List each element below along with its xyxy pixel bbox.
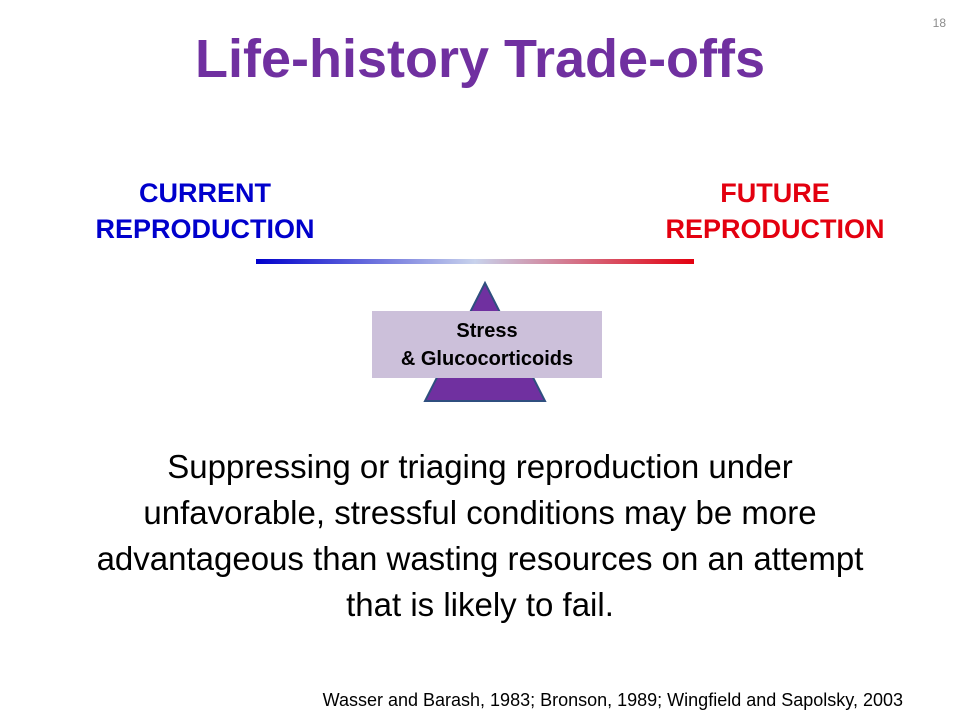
body-line-3: advantageous than wasting resources on a… <box>96 540 864 577</box>
current-reproduction-label-line-1: CURRENT <box>139 178 271 208</box>
future-reproduction-label-line-1: FUTURE <box>720 178 830 208</box>
future-reproduction-label: FUTURE REPRODUCTION <box>630 175 920 247</box>
balance-beam <box>256 259 694 264</box>
stress-glucocorticoids-label: Stress & Glucocorticoids <box>372 311 602 378</box>
body-paragraph: Suppressing or triaging reproduction und… <box>10 444 950 628</box>
citation: Wasser and Barash, 1983; Bronson, 1989; … <box>322 690 903 710</box>
body-line-2: unfavorable, stressful conditions may be… <box>143 494 817 531</box>
current-reproduction-label-line-2: REPRODUCTION <box>95 214 315 244</box>
fulcrum-label-line-1: Stress <box>456 320 518 342</box>
body-line-4: that is likely to fail. <box>346 586 614 623</box>
body-line-1: Suppressing or triaging reproduction und… <box>167 448 793 485</box>
fulcrum-label-line-2: & Glucocorticoids <box>400 348 574 370</box>
future-reproduction-label-line-2: REPRODUCTION <box>665 214 885 244</box>
current-reproduction-label: CURRENT REPRODUCTION <box>60 175 350 247</box>
slide-number: 18 <box>932 16 946 30</box>
slide-title: Life-history Trade-offs <box>194 29 766 89</box>
